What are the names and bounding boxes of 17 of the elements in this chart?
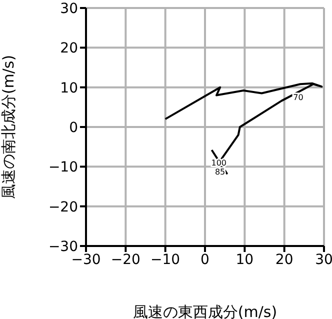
y-tick-label: 0 xyxy=(69,120,78,136)
y-tick-label: −10 xyxy=(48,160,78,176)
x-tick-label: 20 xyxy=(275,252,294,268)
x-tick-label: −20 xyxy=(110,252,140,268)
x-tick-label: 30 xyxy=(315,252,332,268)
y-tick-label: −20 xyxy=(48,199,78,216)
annotation: 85 xyxy=(214,168,226,177)
y-tick-label: 30 xyxy=(60,0,78,17)
x-tick-label: 10 xyxy=(236,252,254,268)
y-tick-label: 20 xyxy=(60,40,78,57)
x-tick-label: −10 xyxy=(150,252,180,268)
annotation: 70 xyxy=(293,93,304,102)
y-tick-label: 10 xyxy=(60,80,78,96)
x-axis-title: 風速の東西成分(m/s) xyxy=(132,303,278,319)
x-tick-label: 0 xyxy=(200,252,210,268)
line-series xyxy=(164,82,323,174)
y-axis-title: 風速の南北成分(m/s) xyxy=(0,54,18,200)
